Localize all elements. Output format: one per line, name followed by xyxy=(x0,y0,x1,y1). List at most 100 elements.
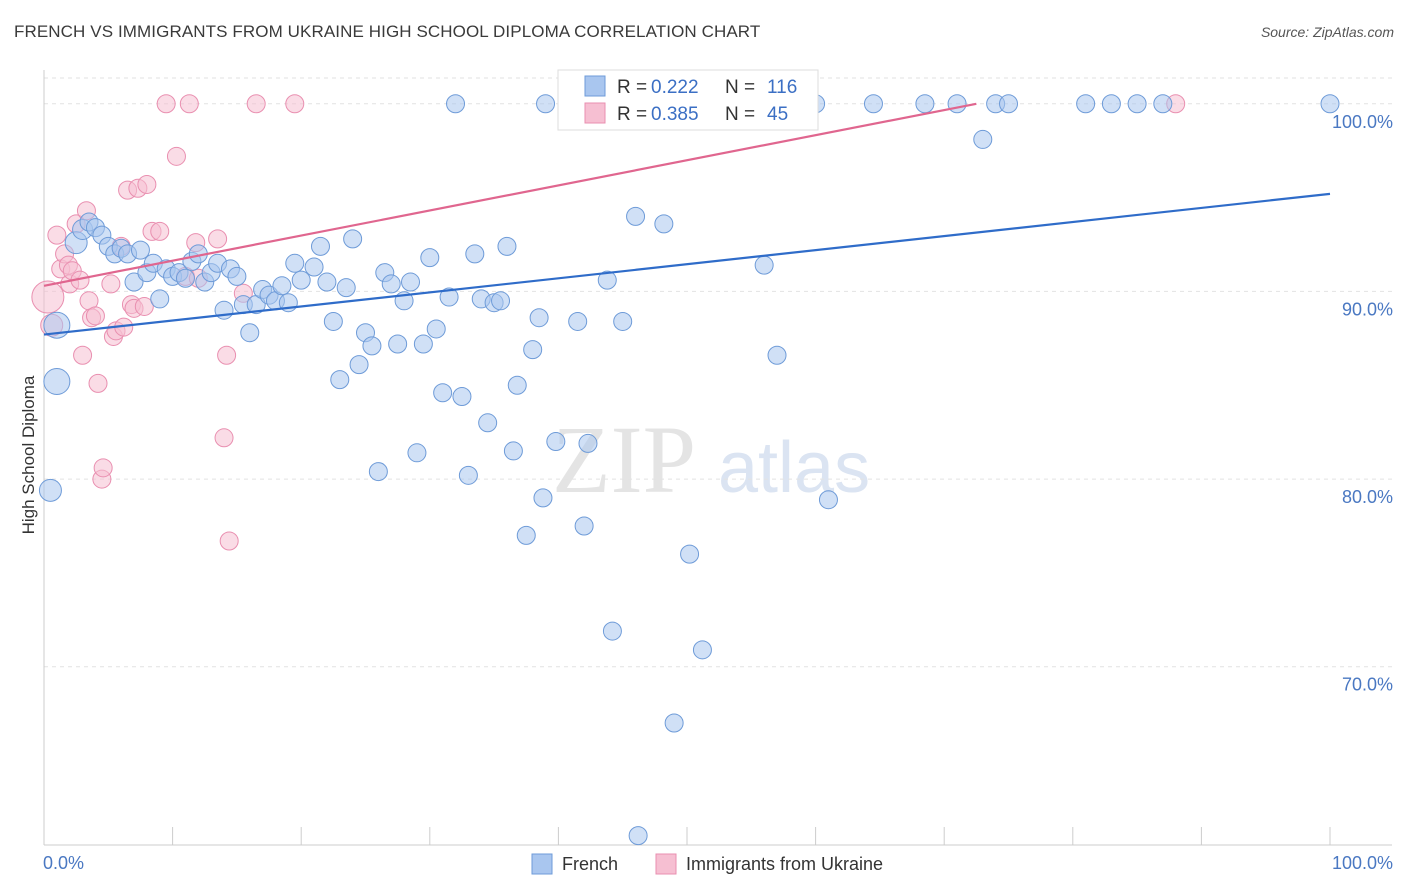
ukraine-point xyxy=(156,94,176,114)
legend: French Immigrants from Ukraine xyxy=(531,853,883,875)
legend-ukraine-swatch xyxy=(655,853,677,875)
chart-title: FRENCH VS IMMIGRANTS FROM UKRAINE HIGH S… xyxy=(14,22,761,41)
ukraine-point xyxy=(166,146,186,166)
ukraine-point xyxy=(246,94,266,114)
french-point xyxy=(43,368,71,396)
french-point xyxy=(150,289,170,309)
french-point xyxy=(310,236,330,256)
ukraine-point xyxy=(150,221,170,241)
french-point xyxy=(597,270,617,290)
french-point xyxy=(368,462,388,482)
french-point xyxy=(626,206,646,226)
french-point xyxy=(349,355,369,375)
french-point xyxy=(999,94,1018,114)
french-point xyxy=(654,214,674,234)
french-point xyxy=(613,311,633,331)
french-point xyxy=(413,334,433,354)
french-point xyxy=(240,323,260,343)
french-point xyxy=(407,443,427,463)
french-point xyxy=(973,129,993,149)
ukraine-point xyxy=(88,373,108,393)
stats-ukraine-r-value: 0.385 xyxy=(651,104,699,125)
french-point xyxy=(323,311,343,331)
french-point xyxy=(433,383,453,403)
french-point xyxy=(175,268,195,288)
y-axis-title: High School Diploma xyxy=(19,375,38,534)
ukraine-point xyxy=(73,345,93,365)
french-point xyxy=(602,621,622,641)
stats-ukraine-n-value: 45 xyxy=(767,104,788,125)
stats-ukraine-r-label: R = xyxy=(617,104,647,125)
stats-french-n-label: N = xyxy=(725,77,755,98)
ukraine-trend-line xyxy=(43,102,977,287)
french-point xyxy=(1076,94,1096,114)
x-tick-label-right: 100.0% xyxy=(1332,853,1393,873)
legend-french-swatch xyxy=(531,853,553,875)
french-point xyxy=(536,94,556,114)
stats-ukraine-swatch xyxy=(584,102,606,124)
stats-box: R = 0.222 N = 116 R = 0.385 N = 45 xyxy=(557,69,819,131)
french-point xyxy=(1101,94,1121,114)
french-point xyxy=(452,387,472,407)
y-tick-label: 100.0% xyxy=(1332,112,1393,132)
watermark-atlas: atlas xyxy=(718,428,870,508)
french-point xyxy=(533,488,553,508)
french-point xyxy=(388,334,408,354)
x-tick-label-left: 0.0% xyxy=(43,853,84,873)
french-point xyxy=(439,287,459,307)
ukraine-point xyxy=(101,274,121,294)
stats-french-r-label: R = xyxy=(617,77,647,98)
axes xyxy=(43,70,1392,846)
ukraine-point xyxy=(137,174,157,194)
french-point xyxy=(446,94,466,114)
french-point xyxy=(546,432,566,452)
french-point xyxy=(628,826,648,846)
ukraine-point xyxy=(85,306,105,326)
stats-french-r-value: 0.222 xyxy=(651,77,699,98)
french-point xyxy=(343,229,363,249)
french-point xyxy=(767,345,787,365)
french-point xyxy=(516,525,536,545)
french-point xyxy=(426,319,446,339)
french-point xyxy=(503,441,523,461)
french-point xyxy=(507,375,527,395)
french-point xyxy=(272,276,292,296)
french-point xyxy=(130,240,150,260)
french-point xyxy=(529,308,549,328)
french-point xyxy=(1127,94,1147,114)
ukraine-point xyxy=(208,229,228,249)
french-point xyxy=(574,516,594,536)
french-point xyxy=(863,94,883,114)
y-tick-label: 90.0% xyxy=(1342,299,1393,319)
french-trend-line xyxy=(43,192,1331,336)
french-point xyxy=(401,272,421,292)
trend-lines xyxy=(43,102,1331,336)
french-point xyxy=(1153,94,1173,114)
french-point xyxy=(523,340,543,360)
french-point xyxy=(692,640,712,660)
stats-ukraine-n-label: N = xyxy=(725,104,755,125)
french-point xyxy=(754,255,774,275)
french-point xyxy=(664,713,684,733)
french-point xyxy=(381,274,401,294)
french-point xyxy=(578,433,598,453)
ukraine-point xyxy=(217,345,237,365)
french-point xyxy=(497,236,517,256)
source-label: Source: ZipAtlas.com xyxy=(1260,24,1394,40)
french-point xyxy=(915,94,935,114)
legend-ukraine-label: Immigrants from Ukraine xyxy=(686,854,883,874)
french-point xyxy=(304,257,324,277)
french-point xyxy=(568,311,588,331)
ukraine-point xyxy=(134,296,154,316)
stats-french-n-value: 116 xyxy=(767,77,797,98)
ukraine-point xyxy=(214,428,234,448)
ukraine-point xyxy=(47,225,67,245)
french-point xyxy=(680,544,700,564)
legend-french-label: French xyxy=(562,854,618,874)
french-point xyxy=(362,336,382,356)
french-point xyxy=(465,244,485,264)
ukraine-point xyxy=(179,94,199,114)
grid-lines: 100.0% 90.0% 80.0% 70.0% xyxy=(44,77,1393,695)
french-point xyxy=(291,270,311,290)
